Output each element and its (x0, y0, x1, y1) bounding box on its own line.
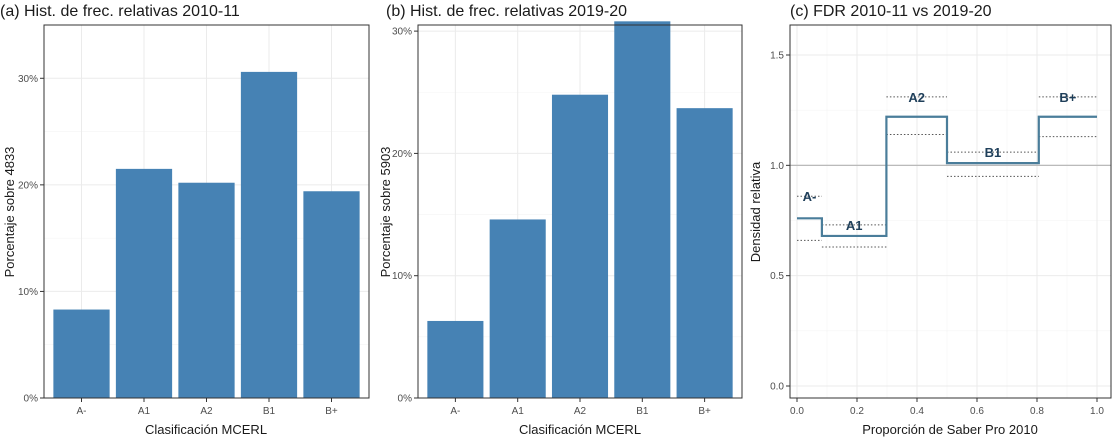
segment-label-A1: A1 (846, 218, 863, 233)
panel-b-bars (427, 21, 733, 399)
panel-a-y-ticks: 0% 10% 20% 30% (18, 74, 44, 405)
panel-a-x-axis-label: Clasificación MCERL (145, 422, 267, 437)
segment-label-A2: A2 (908, 90, 925, 105)
panel-a-y-axis-label: Porcentaje sobre 4833 (2, 147, 17, 278)
panel-b-y-ticks: 0% 10% 20% 30% (392, 27, 418, 405)
bar-B1 (614, 21, 671, 399)
y-tick-label: 30% (18, 74, 38, 85)
x-tick-label: A- (77, 406, 87, 417)
segment-label-A-: A- (803, 189, 817, 204)
x-tick-label: B1 (263, 406, 276, 417)
x-tick-label: 0.4 (910, 406, 924, 417)
x-tick-label: A1 (138, 406, 151, 417)
panel-c-x-axis-label: Proporción de Saber Pro 2010 (862, 422, 1038, 437)
panel-a: (a) Hist. de frec. relativas 2010-11 0% 1… (0, 3, 370, 437)
y-tick-label: 30% (392, 27, 412, 38)
panel-c-y-ticks: 0.0 0.5 1.0 1.5 (770, 51, 790, 393)
panel-b-x-ticks: A- A1 A2 B1 B+ (450, 398, 711, 417)
bar-A2 (178, 182, 235, 398)
x-tick-label: A2 (200, 406, 213, 417)
x-tick-label: B+ (325, 406, 338, 417)
bar-A1 (115, 168, 173, 398)
x-tick-label: A2 (574, 406, 587, 417)
panel-b-y-axis-label: Porcentaje sobre 5903 (378, 147, 393, 278)
x-tick-label: A- (450, 406, 460, 417)
y-tick-label: 10% (392, 271, 412, 282)
segment-label-B+: B+ (1059, 90, 1076, 105)
x-tick-label: 0.6 (970, 406, 984, 417)
y-tick-label: 10% (18, 287, 38, 298)
bar-A2 (551, 94, 609, 399)
bar-B+ (676, 108, 733, 399)
bar-A- (427, 320, 484, 398)
panel-c-title: (c) FDR 2010-11 vs 2019-20 (790, 3, 992, 20)
panel-c-bounds (797, 96, 1097, 248)
bar-A1 (489, 219, 546, 398)
y-tick-label: 0.5 (770, 271, 784, 282)
segment-label-B1: B1 (985, 145, 1002, 160)
y-tick-label: 0% (24, 394, 39, 405)
panel-a-bars (53, 71, 360, 399)
panel-c-y-axis-label: Densidad relativa (748, 161, 763, 262)
x-tick-label: B+ (698, 406, 711, 417)
panel-c-step-line (797, 115, 1097, 238)
panel-c-frame (789, 24, 1112, 399)
panel-c-x-ticks: 0.0 0.2 0.4 0.6 0.8 1.0 (790, 398, 1104, 417)
x-tick-label: 0.8 (1030, 406, 1044, 417)
panel-b: (b) Hist. de frec. relativas 2019-20 0% 1… (378, 3, 743, 437)
x-tick-label: 0.2 (850, 406, 864, 417)
panel-b-title: (b) Hist. de frec. relativas 2019-20 (386, 3, 627, 20)
y-tick-label: 0.0 (770, 382, 784, 393)
bar-A- (53, 309, 110, 398)
panel-c: (c) FDR 2010-11 vs 2019-20 A- A1 A2 B1 B+ 0.… (748, 3, 1112, 437)
y-tick-label: 20% (18, 180, 38, 191)
y-tick-label: 1.0 (770, 161, 784, 172)
y-tick-label: 0% (398, 394, 413, 405)
panel-b-x-axis-label: Clasificación MCERL (519, 422, 641, 437)
bar-B+ (303, 191, 360, 398)
panel-c-grid (790, 25, 1111, 398)
bar-B1 (240, 71, 298, 399)
panel-a-x-ticks: A- A1 A2 B1 B+ (77, 398, 338, 417)
y-tick-label: 1.5 (770, 51, 784, 62)
panel-a-title: (a) Hist. de frec. relativas 2010-11 (0, 3, 240, 20)
x-tick-label: 1.0 (1090, 406, 1104, 417)
y-tick-label: 20% (392, 149, 412, 160)
x-tick-label: 0.0 (790, 406, 804, 417)
x-tick-label: B1 (636, 406, 649, 417)
panel-c-segment-labels: A- A1 A2 B1 B+ (803, 90, 1077, 233)
x-tick-label: A1 (512, 406, 525, 417)
